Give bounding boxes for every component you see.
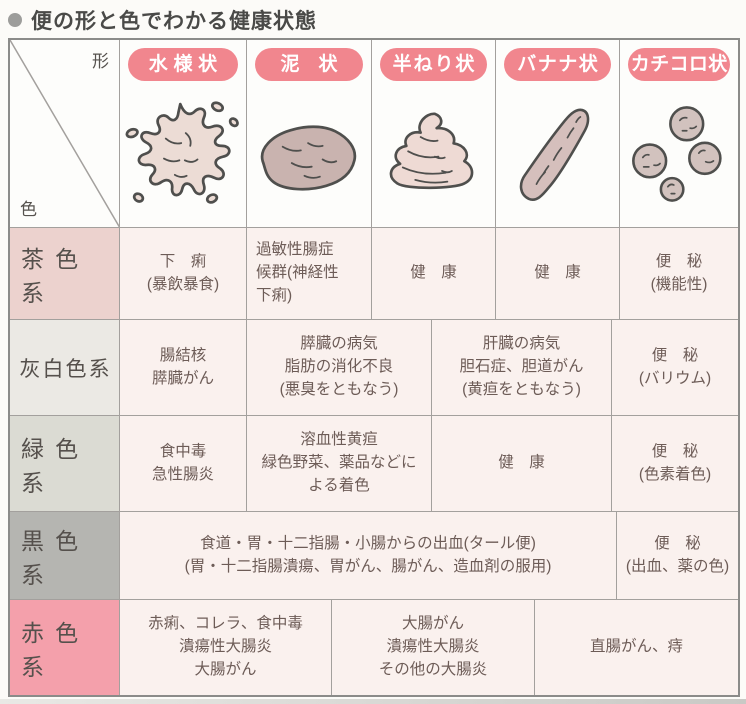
column-header-watery: 水様状 [120, 40, 247, 227]
row-red: 赤色系 赤痢、コレラ、食中毒 潰瘍性大腸炎 大腸がん 大腸がん 潰瘍性大腸炎 そ… [10, 600, 738, 695]
pellets-badge: カチコロ状 [628, 48, 730, 81]
cell-graywhite-3: 肝臓の病気 胆石症、胆道がん (黄疸をともなう) [432, 320, 612, 415]
cell-brown-mud: 過敏性腸症 候群(神経性 下痢) [247, 228, 372, 319]
banana-badge: バナナ状 [504, 48, 611, 81]
watery-splat-illustration [120, 81, 246, 227]
scan-edge-shadow [0, 699, 746, 704]
watery-badge: 水様状 [128, 48, 238, 81]
gray-dot-bullet-icon [8, 13, 22, 27]
stool-shape-color-table: 形 色 水様状 [8, 38, 740, 697]
cell-brown-pellets: 便 秘 (機能性) [620, 228, 738, 319]
mud-badge: 泥 状 [255, 48, 363, 81]
row-graywhite: 灰白色系 腸結核 膵臓がん 膵臓の病気 脂肪の消化不良 (悪臭をともなう) 肝臓… [10, 320, 738, 416]
row-black: 黒色系 食道・胃・十二指腸・小腸からの出血(タール便) (胃・十二指腸潰瘍、胃が… [10, 512, 738, 600]
row-label-brown: 茶色系 [10, 228, 120, 319]
row-label-red: 赤色系 [10, 600, 120, 695]
diagonal-divider [10, 40, 120, 228]
semisoft-badge: 半ねり状 [380, 48, 487, 81]
corner-shape-label: 形 [92, 52, 109, 71]
row-label-graywhite: 灰白色系 [10, 320, 120, 415]
banana-shape-illustration [496, 81, 619, 227]
row-brown: 茶色系 下 痢 (暴飲暴食) 過敏性腸症 候群(神経性 下痢) 健 康 健 康 … [10, 228, 738, 320]
cell-graywhite-2: 膵臓の病気 脂肪の消化不良 (悪臭をともなう) [247, 320, 432, 415]
cell-green-4: 便 秘 (色素着色) [612, 416, 738, 511]
page-title-text: 便の形と色でわかる健康状態 [31, 10, 317, 33]
cell-green-3: 健 康 [432, 416, 612, 511]
shape-header-row: 形 色 水様状 [10, 40, 738, 228]
row-label-black: 黒色系 [10, 512, 120, 599]
corner-color-label: 色 [20, 200, 37, 219]
mud-blob-illustration [247, 81, 371, 227]
cell-brown-banana: 健 康 [496, 228, 620, 319]
column-header-semisoft: 半ねり状 [372, 40, 496, 227]
row-green: 緑色系 食中毒 急性腸炎 溶血性黄疸 緑色野菜、薬品などに よる着色 健 康 便… [10, 416, 738, 512]
cell-red-2: 大腸がん 潰瘍性大腸炎 その他の大腸炎 [332, 600, 535, 695]
cell-red-3: 直腸がん、痔 [535, 600, 738, 695]
row-label-green: 緑色系 [10, 416, 120, 511]
cell-brown-watery: 下 痢 (暴飲暴食) [120, 228, 247, 319]
cell-black-1: 食道・胃・十二指腸・小腸からの出血(タール便) (胃・十二指腸潰瘍、胃がん、腸が… [120, 512, 617, 599]
cell-graywhite-1: 腸結核 膵臓がん [120, 320, 247, 415]
column-header-mud: 泥 状 [247, 40, 372, 227]
column-header-pellets: カチコロ状 [620, 40, 738, 227]
cell-green-2: 溶血性黄疸 緑色野菜、薬品などに よる着色 [247, 416, 432, 511]
cell-red-1: 赤痢、コレラ、食中毒 潰瘍性大腸炎 大腸がん [120, 600, 332, 695]
hard-pellets-illustration [620, 81, 738, 227]
page-title: 便の形と色でわかる健康状態 [8, 5, 317, 35]
cell-brown-semisoft: 健 康 [372, 228, 496, 319]
cell-graywhite-4: 便 秘 (バリウム) [612, 320, 738, 415]
column-header-banana: バナナ状 [496, 40, 620, 227]
cell-green-1: 食中毒 急性腸炎 [120, 416, 247, 511]
corner-cell: 形 色 [10, 40, 120, 228]
soft-swirl-illustration [372, 81, 495, 227]
cell-black-2: 便 秘 (出血、薬の色) [617, 512, 738, 599]
